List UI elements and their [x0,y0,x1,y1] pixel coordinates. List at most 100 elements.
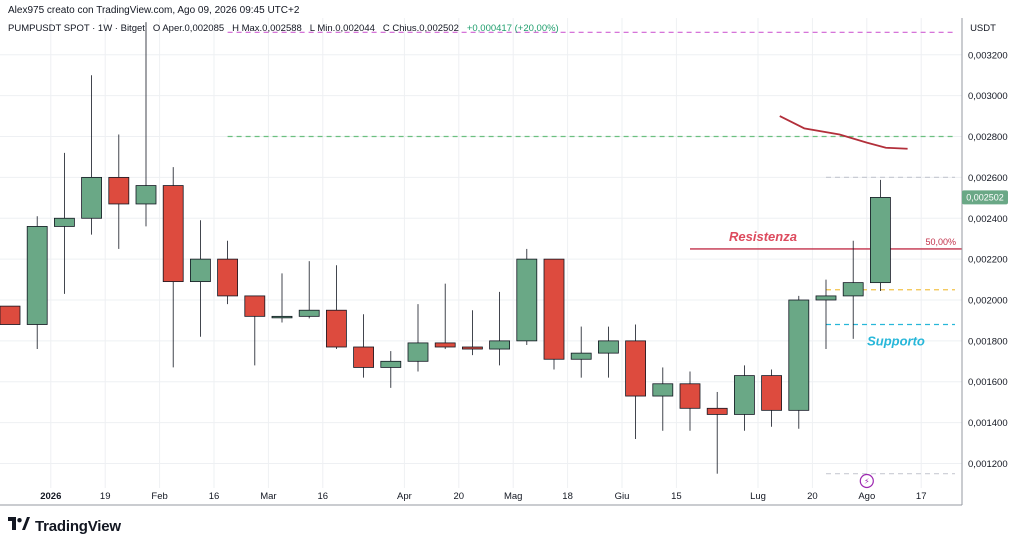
brand-name: TradingView [35,517,121,535]
candle-down [244,295,266,366]
support-label: Supporto [867,334,925,349]
candle-body [543,258,565,360]
candle-body [842,282,864,297]
candle-body [108,176,130,205]
candle-down [217,240,239,305]
candle-body [815,295,837,301]
high-label: H [232,23,239,34]
low-value: Min.0,002044 [317,23,375,34]
candle-down [706,391,728,474]
y-tick-label: 0,001800 [968,336,1008,347]
x-tick-label: Mar [260,491,276,502]
x-tick-label: 16 [209,491,220,502]
x-tick-label: 16 [318,491,329,502]
x-tick-label: Giu [615,491,630,502]
candle-up [516,248,538,345]
open-value: Aper.0,002085 [162,23,225,34]
candle-up [271,273,293,323]
tradingview-brand[interactable]: TradingView [8,517,121,535]
y-tick-label: 0,002200 [968,255,1008,266]
candle-body [135,185,157,205]
x-tick-label: Lug [750,491,766,502]
candle-body [380,360,402,368]
y-tick-label: 0,001200 [968,459,1008,470]
y-tick-label: 0,002400 [968,214,1008,225]
candle-down [761,369,782,427]
last-price-tag: 0,002502 [962,190,1008,205]
candle-body [298,309,320,317]
candle-down [434,283,456,350]
candle-up [189,220,211,337]
y-tick-label: 0,002600 [968,173,1008,184]
fib-level-label: 50,00% [925,237,956,247]
candle-body [625,340,646,397]
candle-up [842,240,864,339]
candle-body [598,340,619,354]
candle-body [244,295,266,317]
candle-body [870,197,891,284]
grid [0,18,962,488]
x-tick-label: 20 [454,491,465,502]
candle-body [26,226,48,325]
candle-body [761,375,782,411]
candle-up [788,295,810,429]
candle-up [652,367,674,431]
svg-text:⚡: ⚡ [864,477,870,486]
candle-body [652,383,674,397]
y-tick-label: 0,002800 [968,132,1008,143]
x-tick-label: Mag [504,491,522,502]
x-tick-label: Feb [151,491,167,502]
symbol-label[interactable]: PUMPUSDT SPOT · 1W · Bitget [8,23,145,34]
candle-down [0,305,21,325]
last-price-value: 0,002502 [966,192,1004,202]
moving-average-line [779,115,908,150]
candle-body [217,258,239,297]
y-tick-label: 0,001600 [968,377,1008,388]
candle-down [543,258,565,370]
lightning-icon[interactable]: ⚡ [859,473,874,489]
x-tick-label: Ago [858,491,875,502]
candle-body [461,346,483,350]
candle-up [815,279,837,350]
candle-body [271,315,293,319]
axes: 0,001200 0,001400 0,001600 0,001800 0,002000… [0,18,1008,506]
x-tick-label: 15 [671,491,682,502]
candle-body [189,258,211,283]
open-label: O [152,23,161,34]
x-tick-label: Apr [397,491,412,502]
candle-body [162,185,184,283]
candles [0,22,891,474]
x-tick-label: 17 [916,491,927,502]
creator-line: Alex975 creato con TradingView.com, Ago … [8,5,300,16]
low-label: L [309,23,315,34]
y-tick-label: 0,003200 [968,50,1008,61]
candle-up [54,152,75,294]
candle-up [489,291,511,366]
candle-body [325,309,347,348]
y-tick-label: 0,002000 [968,296,1008,307]
x-tick-label: 19 [100,491,111,502]
candle-up [734,365,755,431]
high-value: Max.0,002588 [241,23,302,34]
candle-body [788,299,810,411]
close-label: C [382,23,390,34]
candle-body [570,352,592,360]
candle-up [570,326,592,378]
candle-down [353,314,375,378]
candle-body [407,342,429,362]
candle-up [26,216,48,350]
horizontal-levels [227,31,962,475]
x-tick-label: 18 [562,491,573,502]
candle-up [407,304,429,372]
candle-body [516,258,538,342]
candle-down [461,310,483,356]
close-value: Chius.0,002502 [392,23,459,34]
candle-body [734,375,755,415]
candle-up [81,75,102,235]
candle-body [679,383,701,409]
candle-body [81,176,102,219]
resistance-label: Resistenza [729,229,797,244]
x-tick-label: 2026 [40,491,61,502]
currency-label: USDT [970,23,996,34]
